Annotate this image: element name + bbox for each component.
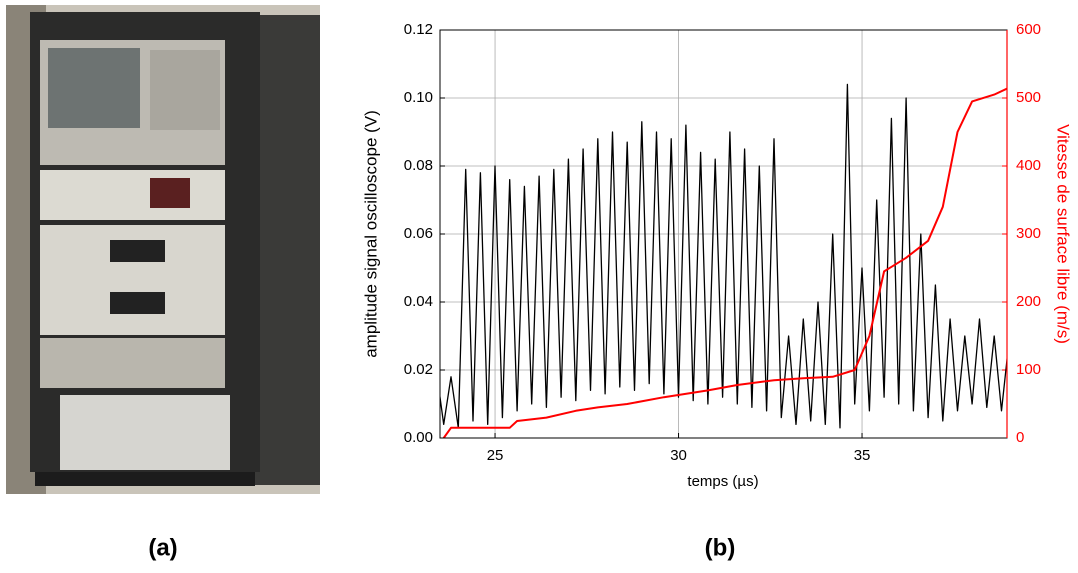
y-axis-label: amplitude signal oscilloscope (V) <box>361 110 380 358</box>
y2-tick-label: 500 <box>1016 89 1041 106</box>
y-tick-label: 0.10 <box>404 89 433 106</box>
x-tick-label: 25 <box>487 447 504 464</box>
plot-area <box>440 83 1007 438</box>
x-tick-label: 35 <box>854 447 871 464</box>
y-tick-label: 0.06 <box>404 225 433 242</box>
y-tick-label: 0.04 <box>404 293 433 310</box>
y-tick-label: 0.00 <box>404 429 433 446</box>
y2-tick-label: 400 <box>1016 157 1041 174</box>
y-tick-label: 0.02 <box>404 361 433 378</box>
photo <box>6 5 320 494</box>
y2-axis-label: Vitesse de surface libre (m/s) <box>1054 124 1073 344</box>
y-tick-label: 0.08 <box>404 157 433 174</box>
data-line <box>442 87 1007 438</box>
y2-tick-label: 600 <box>1016 21 1041 38</box>
caption: (a) <box>148 534 177 561</box>
y2-tick-label: 300 <box>1016 225 1041 242</box>
y2-tick-label: 200 <box>1016 293 1041 310</box>
x-axis-label: temps (µs) <box>687 473 758 490</box>
data-line <box>440 83 1007 429</box>
y-tick-label: 0.12 <box>404 21 433 38</box>
y2-tick-label: 100 <box>1016 361 1041 378</box>
caption: (b) <box>705 534 736 561</box>
y2-tick-label: 0 <box>1016 429 1024 446</box>
x-tick-label: 30 <box>670 447 687 464</box>
